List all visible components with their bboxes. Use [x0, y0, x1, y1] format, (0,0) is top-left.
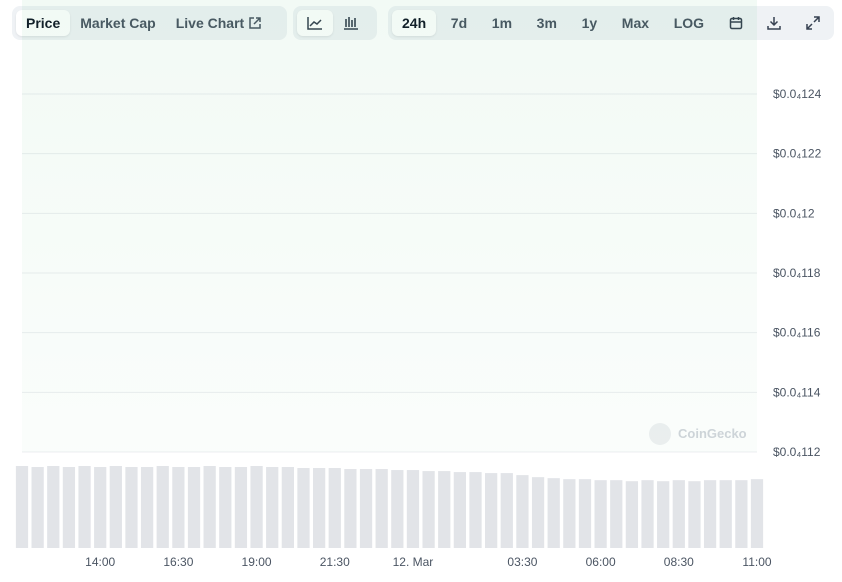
x-tick-label: 14:00	[85, 555, 115, 569]
range-7d[interactable]: 7d	[450, 15, 468, 31]
y-tick-label: $0.0₄12	[773, 206, 815, 220]
volume-bar	[422, 471, 435, 548]
volume-bar	[313, 468, 326, 548]
range-1m[interactable]: 1m	[491, 15, 513, 31]
volume-bar	[578, 479, 592, 548]
chart-type	[293, 6, 377, 40]
y-tick-label: $0.0₄118	[773, 266, 821, 280]
y-tick-label: $0.0₄114	[773, 385, 821, 399]
x-tick-label: 11:00	[742, 555, 771, 569]
volume-bar	[47, 466, 60, 548]
view-tabs: Price Market Cap Live Chart	[12, 6, 287, 40]
volume-bar	[657, 481, 670, 548]
download-icon	[767, 17, 782, 30]
calendar[interactable]	[719, 10, 753, 36]
range-max[interactable]: Max	[621, 15, 650, 31]
y-tick-label: $0.0₄116	[773, 326, 821, 340]
volume-bar	[125, 467, 138, 548]
volume-bar	[719, 480, 732, 548]
x-tick-label: 03:30	[507, 555, 537, 569]
volume-bar	[563, 479, 576, 548]
volume-bar	[500, 473, 513, 548]
volume-bar	[266, 467, 279, 548]
volume-bar	[610, 480, 623, 548]
label: Live Chart	[175, 15, 245, 31]
volume-bar	[140, 467, 154, 548]
volume-bar	[375, 469, 388, 548]
calendar-icon	[729, 17, 742, 30]
tab-price[interactable]: Price	[16, 10, 71, 36]
volume-bar	[485, 473, 498, 548]
x-tick-label: 21:30	[320, 555, 350, 569]
volume-bar	[469, 472, 482, 548]
watermark-logo	[649, 423, 671, 445]
candle-icon	[344, 17, 358, 30]
volume-bar	[391, 470, 404, 548]
external-icon	[249, 17, 261, 29]
volume-bar	[750, 479, 764, 548]
volume-bar	[406, 470, 420, 548]
watermark: CoinGecko	[678, 426, 747, 441]
log-toggle[interactable]: LOG	[673, 15, 705, 31]
volume-bar	[250, 466, 263, 548]
volume-bar	[594, 480, 607, 548]
y-tick-label: $0.0₄122	[773, 147, 822, 161]
line-type[interactable]	[297, 10, 333, 36]
candle-type[interactable]	[333, 10, 369, 36]
volume-bar	[359, 469, 373, 548]
x-tick-label: 06:00	[586, 555, 616, 569]
volume-bar	[62, 467, 76, 548]
volume-bar	[109, 466, 122, 548]
download[interactable]	[757, 10, 791, 36]
volume-bar	[31, 467, 44, 548]
volume-bar	[281, 467, 294, 548]
volume-bar	[172, 467, 185, 548]
volume-bar	[297, 468, 310, 548]
x-tick-label: 16:30	[163, 555, 193, 569]
volume-bar	[94, 467, 107, 548]
y-tick-label: $0.0₄112	[773, 445, 821, 459]
volume-bar	[531, 477, 545, 548]
fullscreen[interactable]	[796, 10, 830, 36]
volume-bar	[219, 467, 232, 548]
tab-market-cap[interactable]: Market Cap	[80, 15, 156, 31]
range-1y[interactable]: 1y	[581, 15, 598, 31]
x-tick-label: 12. Mar	[393, 555, 434, 569]
volume-bar	[625, 481, 639, 548]
volume-bar	[688, 481, 701, 548]
volume-bar	[234, 467, 248, 548]
y-tick-label: $0.0₄124	[773, 87, 822, 101]
volume-bar	[203, 466, 216, 548]
volume-bar	[641, 480, 654, 548]
range-24h[interactable]: 24h	[392, 10, 437, 36]
volume-bar	[547, 478, 560, 548]
price-area	[22, 0, 757, 452]
volume-bar	[344, 469, 357, 548]
range-tabs: 24h 7d 1m 3m 1y Max LOG	[388, 6, 834, 40]
line-icon	[307, 17, 322, 30]
volume-bar	[78, 466, 91, 548]
tab-live-chart[interactable]: Live Chart	[166, 10, 272, 36]
range-3m[interactable]: 3m	[536, 15, 557, 31]
x-tick-label: 08:30	[664, 555, 694, 569]
x-tick-label: 19:00	[242, 555, 272, 569]
volume-bar	[453, 472, 466, 548]
volume-bar	[187, 467, 201, 548]
expand-icon	[806, 16, 820, 30]
volume-bar	[672, 480, 685, 548]
volume-bar	[516, 475, 529, 548]
volume-bar	[735, 480, 748, 548]
volume-bar	[703, 480, 717, 548]
volume-bar	[156, 466, 169, 548]
volume-bar	[438, 471, 451, 548]
volume-bar	[328, 468, 341, 548]
volume-bar	[15, 466, 29, 548]
